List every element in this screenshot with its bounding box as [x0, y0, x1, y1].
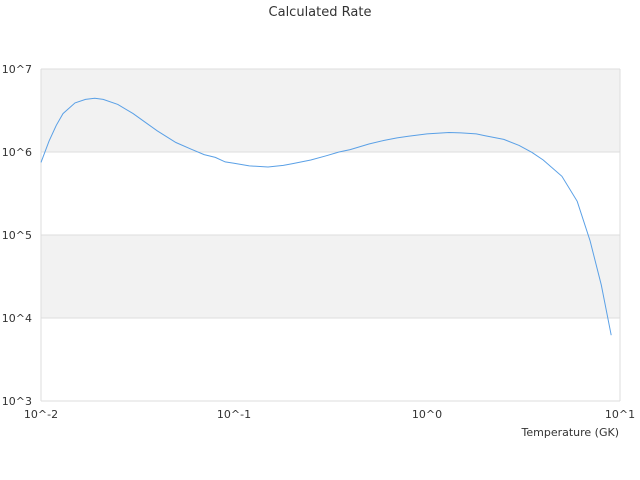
x-tick-label: 10^1	[605, 408, 635, 421]
chart-title: Calculated Rate	[269, 5, 372, 20]
x-tick-label: 10^-1	[217, 408, 251, 421]
plot-band	[41, 235, 620, 318]
y-tick-label: 10^7	[2, 63, 32, 76]
y-tick-label: 10^6	[2, 146, 32, 159]
x-tick-labels: 10^-2 10^-1 10^0 10^1	[24, 408, 635, 421]
series-line	[40, 97, 612, 336]
plot-band	[41, 152, 620, 235]
y-tick-labels: 10^3 10^4 10^5 10^6 10^7	[2, 63, 32, 408]
plot-band	[41, 69, 620, 152]
x-tick-label: 10^-2	[24, 408, 58, 421]
y-tick-label: 10^4	[2, 312, 32, 325]
plot-band	[41, 318, 620, 401]
y-tick-label: 10^3	[2, 395, 32, 408]
plot-bands	[40, 68, 621, 402]
x-axis-label: Temperature (GK)	[521, 426, 620, 439]
x-tick-label: 10^0	[412, 408, 442, 421]
y-tick-label: 10^5	[2, 229, 32, 242]
